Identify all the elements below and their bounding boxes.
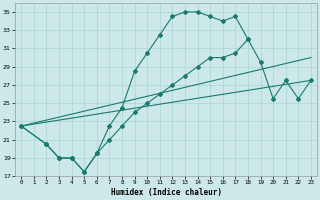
X-axis label: Humidex (Indice chaleur): Humidex (Indice chaleur) [111, 188, 221, 197]
